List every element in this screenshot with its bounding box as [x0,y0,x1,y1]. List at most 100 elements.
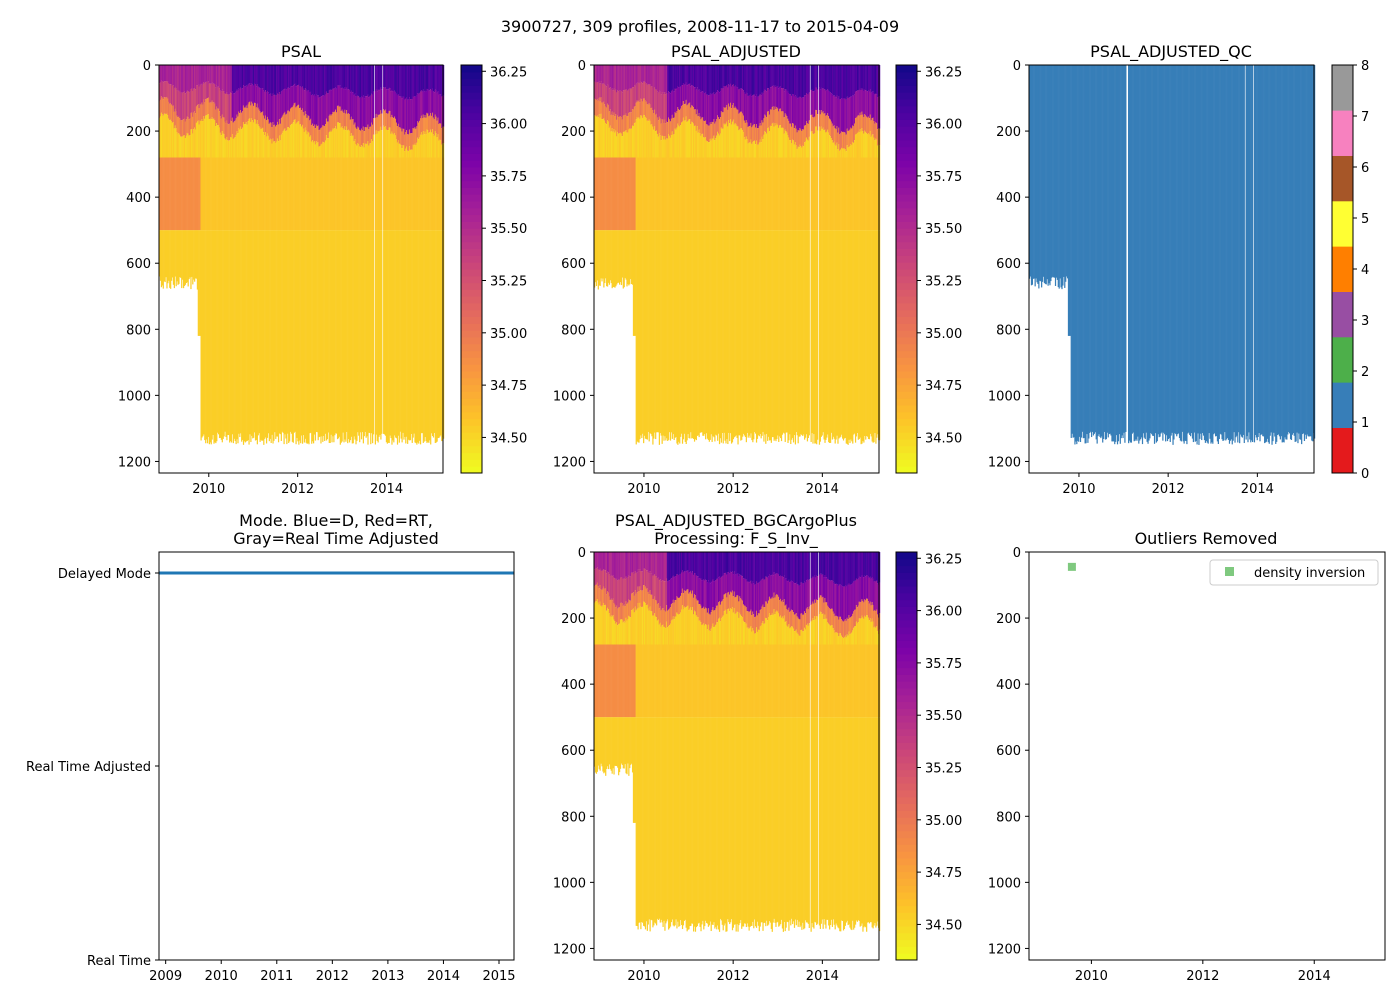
psal-cell [243,157,246,231]
psal_adjusted-cell [710,157,712,231]
psal_adjusted-cell [850,144,852,158]
psal_adjusted-cell [724,65,726,87]
psal_adjusted-cell [738,89,740,114]
psal-cell [274,157,276,231]
psal-cell [329,65,331,90]
psal_adjusted-cell [792,140,795,158]
psal_adjusted-cell [612,230,614,288]
psal_adjusted-colorbar-band [896,445,917,454]
psal_adjusted-cell [812,157,814,231]
psal_adjusted-cell [773,87,775,110]
bgcargoplus-cell [687,552,689,571]
psal-cell [372,157,375,231]
psal_adjusted-cell [851,144,853,158]
psal-colorbar-band [461,228,482,236]
bgcargoplus-cell [752,644,754,718]
psal_adjusted-cell [720,127,722,158]
bgcargoplus-cell [702,644,704,718]
psal_adjusted-cell [606,65,608,87]
bgcargoplus-cell [730,717,732,923]
psal-cell [234,92,236,121]
psal-cell [370,65,372,96]
psal-cell [431,129,434,158]
psal_adjusted-cell [768,131,771,158]
bgcargoplus-cell [699,644,701,718]
bgcargoplus-cell [737,595,739,613]
psal_adjusted-cell [715,138,717,158]
psal_adjusted-cell [745,157,747,231]
psal-cell [234,120,236,138]
psal-colorbar-tick-label: 35.00 [490,327,527,342]
bgcargoplus-cell [724,644,726,718]
psal-cell [433,65,436,93]
psal_adjusted-cell [727,109,729,127]
bgcargoplus-cell [666,621,668,645]
psal-cell [383,157,385,231]
psal-cell [324,157,326,231]
psal-cell [170,104,173,122]
psal_adjusted-cell [697,230,699,436]
psal-cell [164,157,166,231]
psal_adjusted-cell [862,157,864,231]
psal-cell [235,157,237,231]
psal-cell [330,115,332,132]
bgcargoplus-cell [635,552,637,573]
bgcargoplus-cell [749,627,751,645]
bgcargoplus-cell [739,596,741,613]
psal_adjusted-cell [650,230,652,435]
bgcargoplus-title-line2: Processing: F_S_Inv_ [654,529,819,549]
psal_adjusted-cell [663,123,665,140]
psal_adjusted-cell [716,65,718,93]
psal-cell [227,230,229,435]
bgcargoplus-cell [669,644,672,718]
psal_adjusted-cell [879,145,881,158]
psal-cell [356,96,358,129]
bgcargoplus-cell [707,644,710,718]
psal_adjusted-cell [618,90,621,117]
psal-cell [383,87,385,110]
bgcargoplus-cell [740,552,742,576]
psal-cell [428,116,430,133]
bgcargoplus-cell [639,569,641,587]
psal_adjusted-cell [722,112,724,129]
psal_adjusted-cell [616,65,618,93]
psal_adjusted-cell [811,131,813,158]
psal-cell [431,157,433,231]
psal-cell [226,65,228,93]
psal-cell [315,124,317,142]
psal-cell [325,91,328,119]
bgcargoplus-cell [639,552,641,570]
psal_adjusted-colorbar-band [896,343,917,352]
bgcargoplus-cell [735,596,737,614]
psal-cell [298,230,300,445]
psal-cell [299,108,301,125]
psal-cell [169,65,171,85]
psal-cell [336,128,338,158]
psal-cell [317,95,319,126]
psal-cell [360,65,363,97]
psal_adjusted-cell [865,131,867,158]
psal_adjusted-cell [666,65,668,94]
bgcargoplus-cell [629,552,631,577]
psal-cell [218,230,220,435]
bgcargoplus-cell [620,717,623,764]
psal_adjusted-cell [790,230,792,445]
psal-colorbar-band [461,235,482,243]
psal_adjusted-colorbar-band [896,85,917,93]
psal_adjusted-cell [728,84,730,104]
psal_adjusted-cell [643,230,646,436]
bgcargoplus-cell [661,608,663,626]
psal-cell [241,230,244,440]
psal-cell [399,230,401,432]
bgcargoplus-cell [693,717,695,932]
psal_adjusted-cell [697,116,699,133]
psal-cell [365,96,367,128]
psal-colorbar-band [461,119,482,127]
psal-colorbar-band [461,71,482,80]
psal-cell [288,65,290,88]
bgcargoplus-cell [730,644,733,718]
psal-adjusted-qc-title: PSAL_ADJUSTED_QC [1090,42,1252,62]
psal-cell [367,65,369,95]
psal_adjusted-cell [721,128,723,158]
psal_adjusted-cell [778,230,780,442]
